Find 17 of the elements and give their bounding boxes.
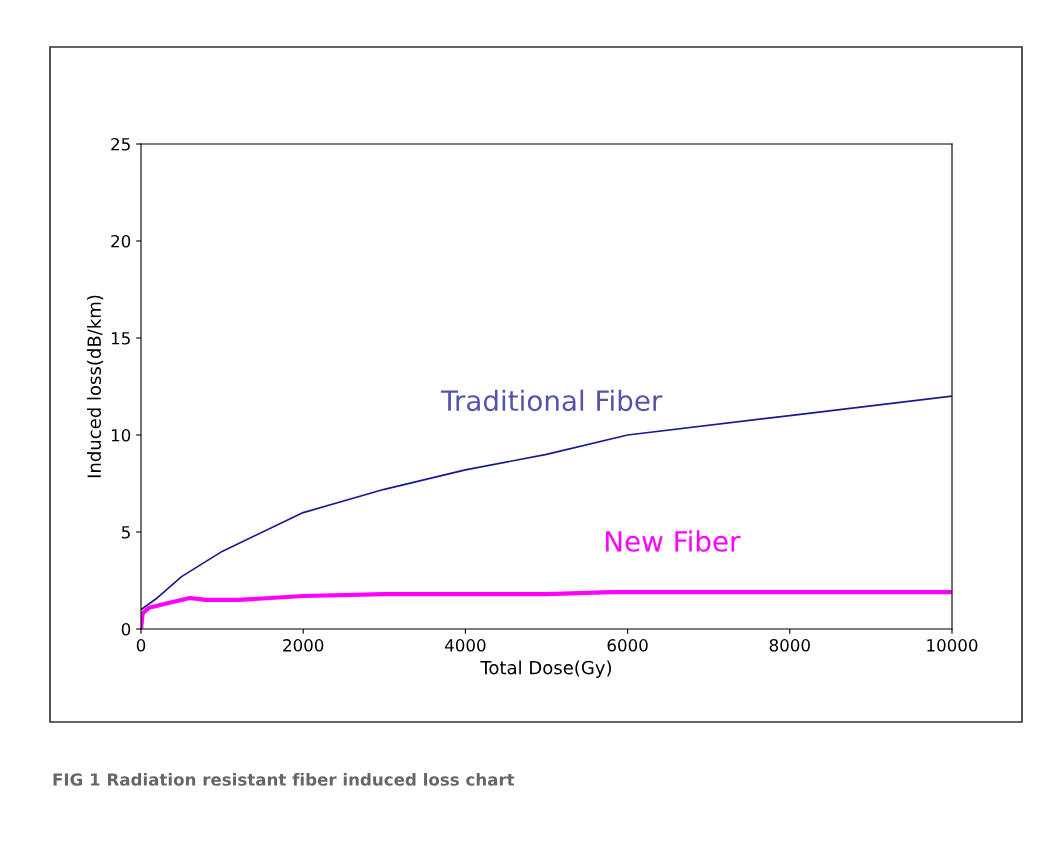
x-tick-label: 8000 <box>769 639 810 652</box>
y-axis-title: Induced loss(dB/km) <box>87 295 104 478</box>
y-tick-label: 20 <box>111 234 131 248</box>
series-label: New Fiber <box>606 530 741 552</box>
caption: FIG 1 Radiation resistant fiber induced loss chart <box>53 772 515 786</box>
x-tick-label: 2000 <box>283 639 324 652</box>
y-tick-label: 5 <box>121 526 130 539</box>
x-tick-label: 6000 <box>607 639 648 652</box>
y-tick-label: 0 <box>121 622 131 636</box>
x-axis-title: Total Dose(Gy) <box>480 660 612 678</box>
x-tick-label: 0 <box>136 639 146 652</box>
series-label: Traditional Fiber <box>440 389 663 412</box>
x-tick-label: 4000 <box>445 639 486 652</box>
x-tick-label: 10000 <box>927 639 978 652</box>
y-tick-label: 10 <box>111 428 131 442</box>
y-tick-label: 25 <box>111 137 130 151</box>
y-tick-label: 15 <box>111 332 130 345</box>
